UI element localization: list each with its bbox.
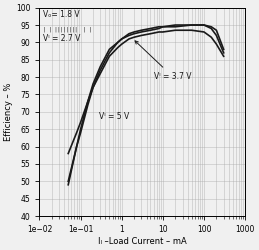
Text: Vᴵ = 3.7 V: Vᴵ = 3.7 V <box>135 41 191 81</box>
Y-axis label: Efficiency – %: Efficiency – % <box>4 83 13 141</box>
Text: Vᴵ = 2.7 V: Vᴵ = 2.7 V <box>43 34 80 43</box>
Text: | | ||||||||  | |: | | |||||||| | | <box>43 26 92 32</box>
Text: Vᴵ = 5 V: Vᴵ = 5 V <box>99 112 129 121</box>
Text: Vₒ= 1.8 V: Vₒ= 1.8 V <box>43 10 79 20</box>
X-axis label: Iₗ –Load Current – mA: Iₗ –Load Current – mA <box>98 237 187 246</box>
